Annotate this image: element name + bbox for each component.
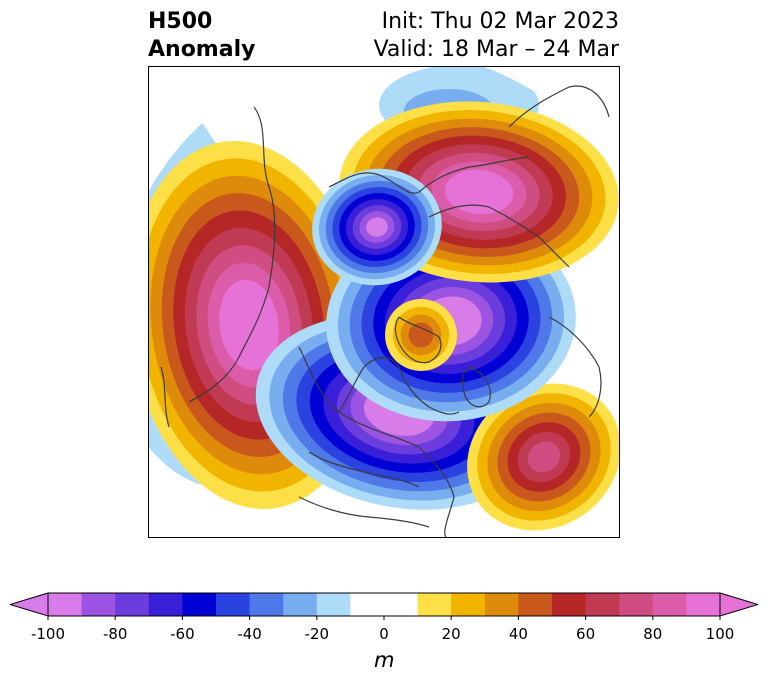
positive-anomaly-western-north-america-pacific	[149, 141, 371, 509]
coastline	[428, 204, 570, 268]
colorbar-bin	[216, 593, 251, 616]
colorbar-tick-label: 60	[576, 625, 596, 643]
colorbar-tick-label: 20	[441, 625, 461, 643]
colorbar-extend-low	[8, 592, 49, 617]
colorbar-bin	[384, 593, 419, 616]
coastline	[548, 316, 602, 418]
colorbar-bin	[48, 593, 83, 616]
coastline	[298, 346, 455, 537]
coastline	[298, 496, 430, 528]
negative-anomaly-east-siberian-sea	[312, 168, 442, 286]
chart-title: H500 Anomaly	[148, 8, 255, 64]
map-panel	[148, 66, 620, 538]
colorbar-tick-label: -80	[102, 625, 128, 643]
colorbar-tick-label: -20	[304, 625, 330, 643]
colorbar-tick-label: -100	[30, 625, 66, 643]
colorbar-tick-label: 40	[508, 625, 528, 643]
colorbar-bin	[686, 593, 721, 616]
colorbar-bin	[249, 593, 284, 616]
colorbar-bin	[484, 593, 519, 616]
colorbar-bin	[619, 593, 654, 616]
colorbar-tick-label: 100	[705, 625, 735, 643]
chart-dates: Init: Thu 02 Mar 2023 Valid: 18 Mar – 24…	[374, 8, 619, 64]
colorbar-graphic	[8, 592, 760, 620]
title-line1: H500	[148, 9, 213, 34]
coastline	[338, 357, 460, 415]
coastline	[394, 316, 442, 364]
title-line2: Anomaly	[148, 37, 256, 62]
positive-anomaly-north-atlantic	[467, 383, 619, 531]
colorbar-bin	[316, 593, 351, 616]
anomaly-map	[149, 67, 619, 537]
init-date: Init: Thu 02 Mar 2023	[381, 9, 619, 34]
anomaly-contour	[408, 322, 434, 348]
anomaly-contour	[366, 217, 388, 237]
coastline-layer	[160, 85, 610, 537]
colorbar-extend-high	[719, 592, 760, 617]
colorbar-bin	[148, 593, 183, 616]
coastline	[160, 366, 170, 428]
colorbar	[8, 590, 760, 620]
anomaly-contour	[230, 297, 268, 353]
anomaly-fill-layer	[149, 67, 619, 531]
colorbar-tick-label: -60	[170, 625, 195, 643]
colorbar-tick-label: -40	[237, 625, 262, 643]
colorbar-bin	[182, 593, 217, 616]
colorbar-bin	[518, 593, 553, 616]
colorbar-bin	[652, 593, 687, 616]
colorbar-bin	[451, 593, 486, 616]
coastline	[308, 451, 420, 488]
colorbar-bin	[417, 593, 452, 616]
colorbar-bin	[283, 593, 318, 616]
anomaly-contour	[527, 441, 561, 473]
colorbar-unit: m	[374, 648, 395, 672]
colorbar-bin	[585, 593, 620, 616]
colorbar-tick-label: 80	[643, 625, 663, 643]
colorbar-bin	[81, 593, 116, 616]
colorbar-tick-label: 0	[379, 625, 389, 643]
coastline	[462, 366, 491, 408]
anomaly-contour	[457, 178, 501, 206]
coastline	[328, 156, 530, 194]
coastline	[508, 85, 610, 128]
coastline	[188, 106, 276, 403]
positive-anomaly-greenland	[385, 299, 457, 371]
valid-range: Valid: 18 Mar – 24 Mar	[373, 37, 619, 62]
colorbar-bin	[350, 593, 385, 616]
colorbar-bin	[552, 593, 587, 616]
colorbar-bin	[115, 593, 150, 616]
